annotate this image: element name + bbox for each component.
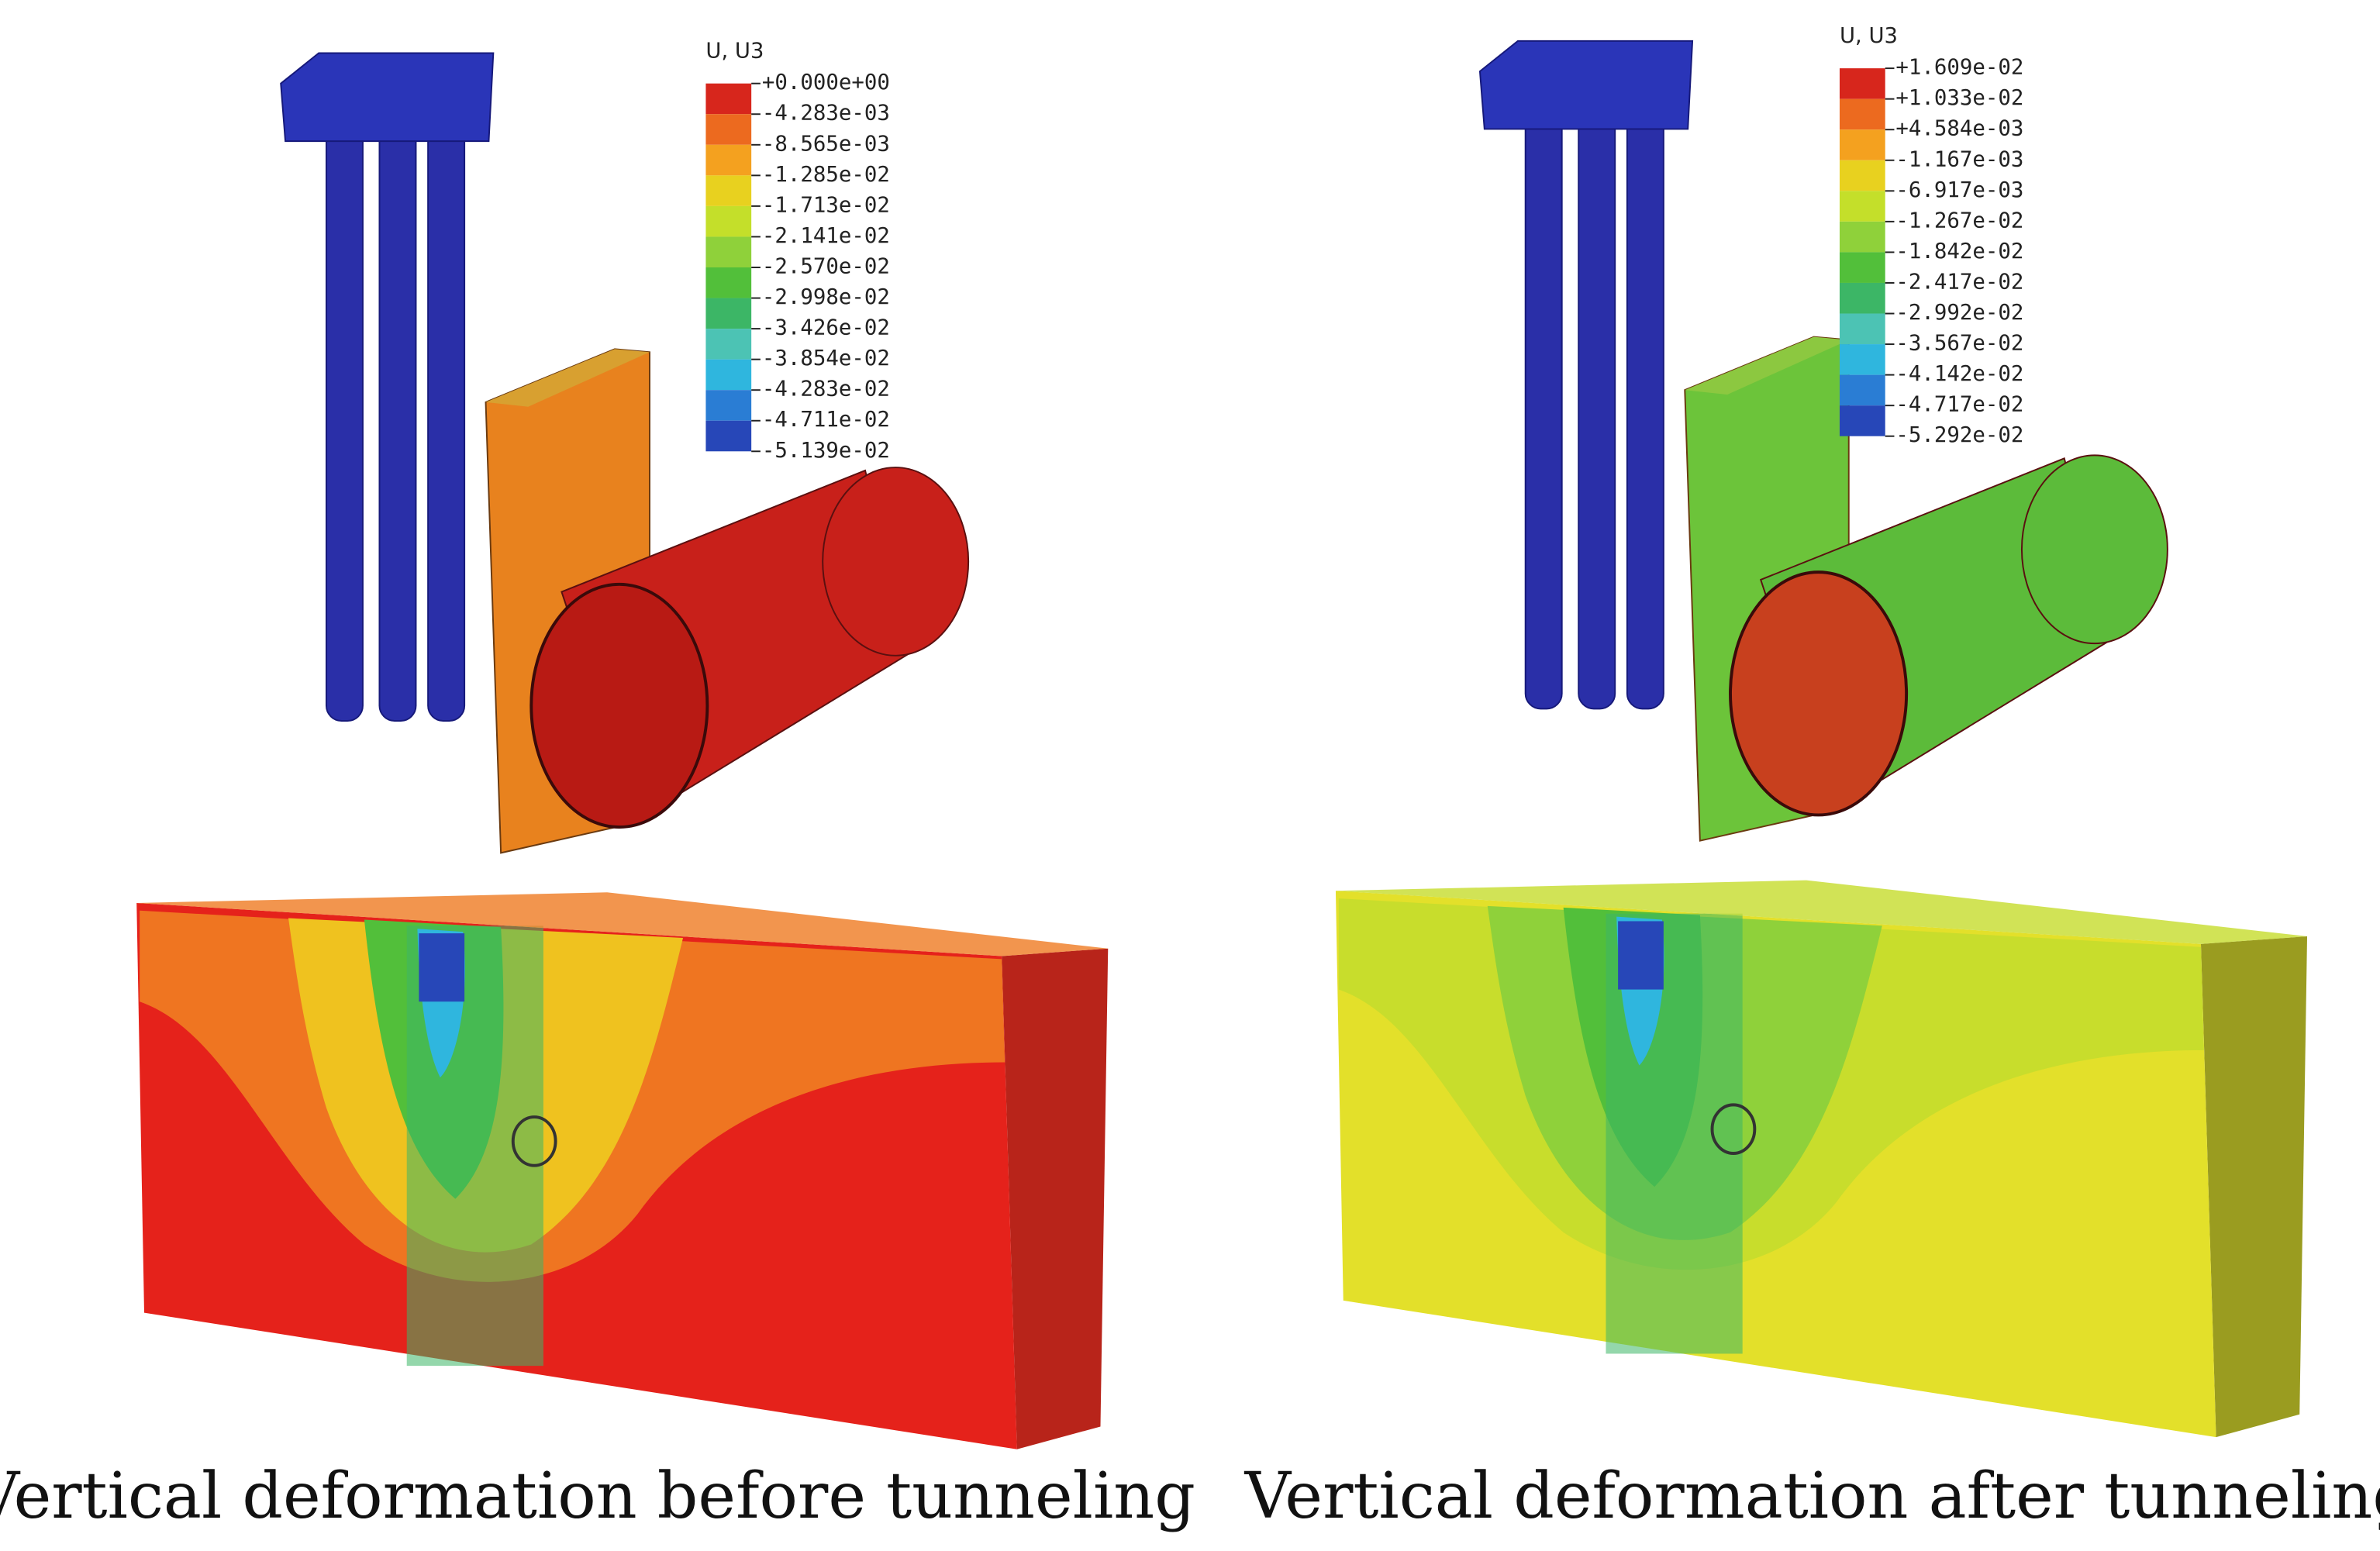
legend-title: U, U3 bbox=[1840, 24, 1898, 48]
wall-top bbox=[1685, 336, 1849, 395]
soil-side bbox=[1002, 948, 1109, 1449]
caption: Vertical deformation after tunneling bbox=[1244, 1460, 2380, 1533]
legend-label: -2.417e-02 bbox=[1895, 270, 2023, 294]
legend-label: -5.292e-02 bbox=[1895, 423, 2023, 447]
tunnel-end bbox=[2020, 454, 2168, 645]
legend-label: -6.917e-03 bbox=[1895, 178, 2023, 202]
legend-label: -1.842e-02 bbox=[1895, 240, 2023, 264]
legend-swatch bbox=[705, 114, 752, 145]
pile bbox=[1578, 108, 1616, 710]
soil-top bbox=[1335, 880, 2308, 944]
caption: Vertical deformation before tunneling bbox=[0, 1460, 1195, 1533]
wall-top bbox=[485, 349, 650, 407]
legend-label: +0.000e+00 bbox=[762, 71, 890, 95]
tunnel-section bbox=[1710, 1103, 1757, 1155]
pile bbox=[378, 120, 417, 722]
pile bbox=[427, 120, 466, 722]
legend-swatch bbox=[705, 83, 752, 115]
legend-swatch bbox=[705, 390, 752, 421]
legend-label: -2.992e-02 bbox=[1895, 301, 2023, 325]
pile bbox=[325, 120, 364, 722]
pile bbox=[1524, 108, 1563, 710]
legend-swatch bbox=[1839, 129, 1885, 160]
legend-swatch bbox=[1839, 191, 1885, 222]
legend-label: -4.717e-02 bbox=[1895, 393, 2023, 417]
legend-swatch bbox=[705, 267, 752, 298]
legend-swatch bbox=[705, 420, 752, 452]
legend-label: -2.998e-02 bbox=[762, 285, 890, 309]
legend-swatch bbox=[705, 236, 752, 267]
legend-label: -1.167e-03 bbox=[1895, 147, 2023, 171]
legend-swatch bbox=[1839, 405, 1885, 436]
legend-label: -3.567e-02 bbox=[1895, 332, 2023, 356]
legend-label: -1.285e-02 bbox=[762, 163, 890, 187]
legend-label: -4.142e-02 bbox=[1895, 362, 2023, 386]
legend-label: -3.426e-02 bbox=[762, 316, 890, 340]
legend-label: -1.713e-02 bbox=[762, 193, 890, 217]
legend-label: +1.609e-02 bbox=[1895, 56, 2023, 80]
legend-swatch bbox=[1839, 98, 1885, 130]
legend-swatch bbox=[705, 175, 752, 206]
legend-swatch bbox=[1839, 313, 1885, 345]
soil-top bbox=[136, 892, 1109, 956]
legend-label: -2.141e-02 bbox=[762, 224, 890, 248]
legend-label: -5.139e-02 bbox=[762, 439, 890, 463]
tunnel-face bbox=[529, 582, 709, 829]
legend-swatch bbox=[1839, 282, 1885, 314]
legend-swatch bbox=[1839, 68, 1885, 99]
legend-swatch bbox=[705, 205, 752, 237]
legend-label: -4.711e-02 bbox=[762, 408, 890, 432]
contour-band bbox=[419, 933, 465, 1002]
soil-side bbox=[2200, 936, 2308, 1438]
legend-swatch bbox=[1839, 374, 1885, 406]
legend-label: +4.584e-03 bbox=[1895, 117, 2023, 141]
legend-label: -3.854e-02 bbox=[762, 346, 890, 371]
legend-swatch bbox=[1839, 160, 1885, 191]
panel bbox=[136, 52, 1109, 1449]
tunnel-face bbox=[1729, 570, 1909, 817]
legend-swatch bbox=[705, 144, 752, 176]
legend-swatch bbox=[705, 359, 752, 391]
tunnel-section bbox=[511, 1115, 557, 1167]
pile-cap bbox=[280, 52, 495, 143]
legend-label: -8.565e-03 bbox=[762, 132, 890, 156]
legend-swatch bbox=[1839, 344, 1885, 375]
legend-label: -4.283e-03 bbox=[762, 102, 890, 126]
contour-band bbox=[1618, 921, 1664, 990]
pile-cap bbox=[1478, 40, 1694, 130]
legend-swatch bbox=[705, 298, 752, 329]
legend-swatch bbox=[1839, 221, 1885, 253]
legend-label: -1.267e-02 bbox=[1895, 209, 2023, 233]
legend-swatch bbox=[1839, 252, 1885, 283]
legend-label: -4.283e-02 bbox=[762, 377, 890, 402]
tunnel-end bbox=[822, 467, 970, 657]
legend-title: U, U3 bbox=[705, 39, 764, 63]
pile bbox=[1626, 108, 1664, 710]
legend-swatch bbox=[705, 329, 752, 360]
legend-label: -2.570e-02 bbox=[762, 254, 890, 278]
legend-label: +1.033e-02 bbox=[1895, 86, 2023, 110]
panel bbox=[1335, 40, 2308, 1438]
